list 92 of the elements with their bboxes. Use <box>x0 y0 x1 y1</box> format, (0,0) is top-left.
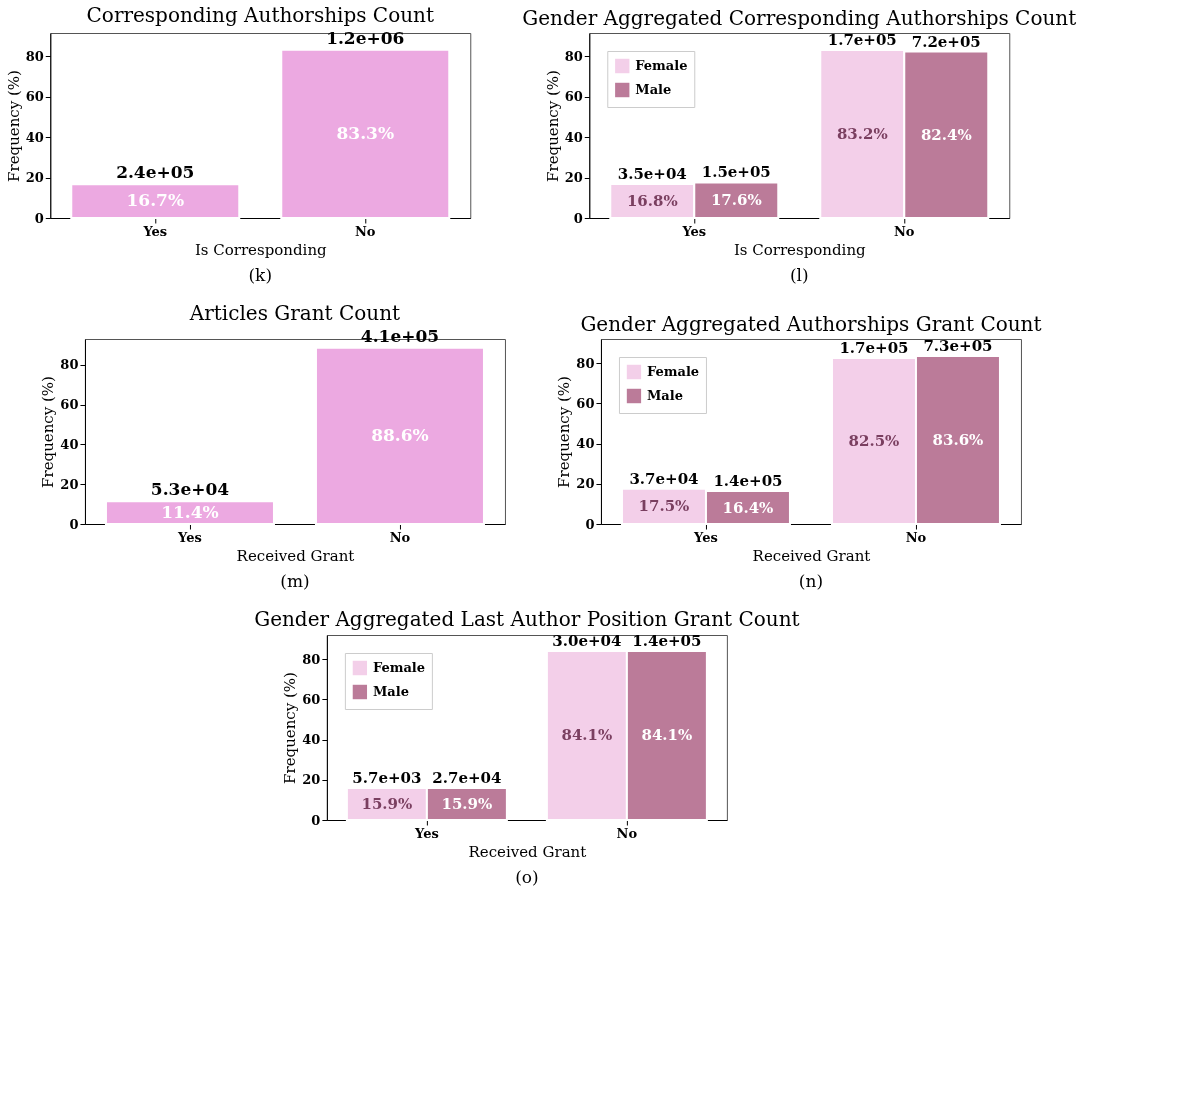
data-label: 16.4% <box>722 498 774 517</box>
annotation: 1.7e+05 <box>839 339 909 358</box>
y-tick-label: 0 <box>573 210 583 226</box>
text: (k) <box>248 265 273 285</box>
y-tick-label: 40 <box>25 129 44 145</box>
y-axis-title: Frequency (%) <box>555 376 574 488</box>
x-tick-label: No <box>616 825 638 841</box>
data-label: 15.9% <box>441 795 493 814</box>
y-tick-label: 80 <box>576 355 595 371</box>
annotation: 1.2e+06 <box>326 27 405 48</box>
text: (n) <box>798 571 824 591</box>
y-tick-label: 80 <box>25 48 44 64</box>
chart-title: Articles Grant Count <box>188 300 401 325</box>
chart-title: Gender Aggregated Authorships Grant Count <box>580 311 1042 336</box>
data-label: 82.4% <box>920 125 972 144</box>
y-tick-label: 0 <box>311 812 321 828</box>
data-label: 83.6% <box>932 430 984 449</box>
legend-label: Female <box>635 58 688 73</box>
legend-label: Female <box>646 364 700 379</box>
data-label: 17.6% <box>710 191 762 210</box>
data-label: 84.1% <box>641 726 693 745</box>
annotation: 7.2e+05 <box>911 32 981 51</box>
y-tick-label: 40 <box>302 732 321 748</box>
annotation: 1.4e+05 <box>632 631 702 650</box>
y-axis-title: Frequency (%) <box>4 70 23 182</box>
chart-title: Gender Aggregated Corresponding Authorships Count <box>522 5 1077 30</box>
x-tick-label: No <box>354 223 376 239</box>
data-label: 16.8% <box>626 192 678 211</box>
text: (m) <box>280 571 310 591</box>
x-tick-label: Yes <box>681 223 707 239</box>
legend-label: Male <box>372 684 409 699</box>
legend-label: Female <box>372 660 426 675</box>
x-axis-title: Is Corresponding <box>733 240 867 259</box>
text: (l) <box>789 265 809 285</box>
data-label: 83.2% <box>836 124 888 143</box>
y-tick-label: 60 <box>576 395 595 411</box>
annotation: 3.0e+04 <box>552 631 622 650</box>
annotation: 2.4e+05 <box>116 162 195 183</box>
y-axis-title: Frequency (%) <box>39 376 58 488</box>
y-tick-label: 20 <box>25 170 44 186</box>
y-tick-label: 60 <box>302 691 321 707</box>
y-tick-label: 0 <box>585 516 595 532</box>
annotation: 2.7e+04 <box>432 769 502 788</box>
chart-title: Corresponding Authorships Count <box>86 2 435 27</box>
legend-label: Male <box>646 388 683 403</box>
y-tick-label: 60 <box>564 89 583 105</box>
y-tick-label: 0 <box>34 210 44 226</box>
x-axis-title: Is Corresponding <box>194 240 328 259</box>
x-tick-label: Yes <box>693 529 718 545</box>
data-label: 88.6% <box>371 424 429 445</box>
y-axis-title: Frequency (%) <box>543 70 562 182</box>
y-axis-title: Frequency (%) <box>281 672 300 784</box>
x-tick-label: No <box>389 529 411 545</box>
y-tick-label: 20 <box>576 476 595 492</box>
x-axis-title: Received Grant <box>752 546 871 565</box>
y-tick-label: 20 <box>60 476 79 492</box>
annotation: 1.4e+05 <box>713 472 783 491</box>
annotation: 7.3e+05 <box>923 336 993 355</box>
annotation: 1.7e+05 <box>827 30 897 49</box>
text: (o) <box>515 867 539 887</box>
annotation: 5.7e+03 <box>352 769 422 788</box>
y-tick-label: 40 <box>576 436 595 452</box>
y-tick-label: 80 <box>302 651 321 667</box>
legend-label: Male <box>635 82 672 97</box>
data-label: 17.5% <box>638 497 690 516</box>
y-tick-label: 40 <box>564 129 583 145</box>
data-label: 82.5% <box>848 432 900 451</box>
data-label: 83.3% <box>336 122 395 143</box>
x-tick-label: No <box>893 223 915 239</box>
chart-title: Gender Aggregated Last Author Position Grant Count <box>254 606 800 631</box>
y-tick-label: 80 <box>60 357 79 373</box>
x-tick-label: Yes <box>414 825 439 841</box>
y-tick-label: 20 <box>302 772 321 788</box>
annotation: 5.3e+04 <box>150 479 230 500</box>
x-tick-label: No <box>905 529 927 545</box>
annotation: 3.7e+04 <box>629 469 699 488</box>
y-tick-label: 60 <box>25 89 44 105</box>
data-label: 16.7% <box>126 190 185 211</box>
annotation: 1.5e+05 <box>701 163 771 182</box>
x-axis-title: Received Grant <box>468 842 587 861</box>
data-label: 15.9% <box>361 795 413 814</box>
y-tick-label: 40 <box>60 436 79 452</box>
x-tick-label: Yes <box>142 223 168 239</box>
y-tick-label: 20 <box>564 170 583 186</box>
y-tick-label: 0 <box>69 516 79 532</box>
x-axis-title: Received Grant <box>236 546 355 565</box>
y-tick-label: 60 <box>60 397 79 413</box>
data-label: 84.1% <box>561 726 613 745</box>
annotation: 3.5e+04 <box>617 165 687 184</box>
x-tick-label: Yes <box>177 529 202 545</box>
y-tick-label: 80 <box>564 48 583 64</box>
data-label: 11.4% <box>161 501 219 522</box>
